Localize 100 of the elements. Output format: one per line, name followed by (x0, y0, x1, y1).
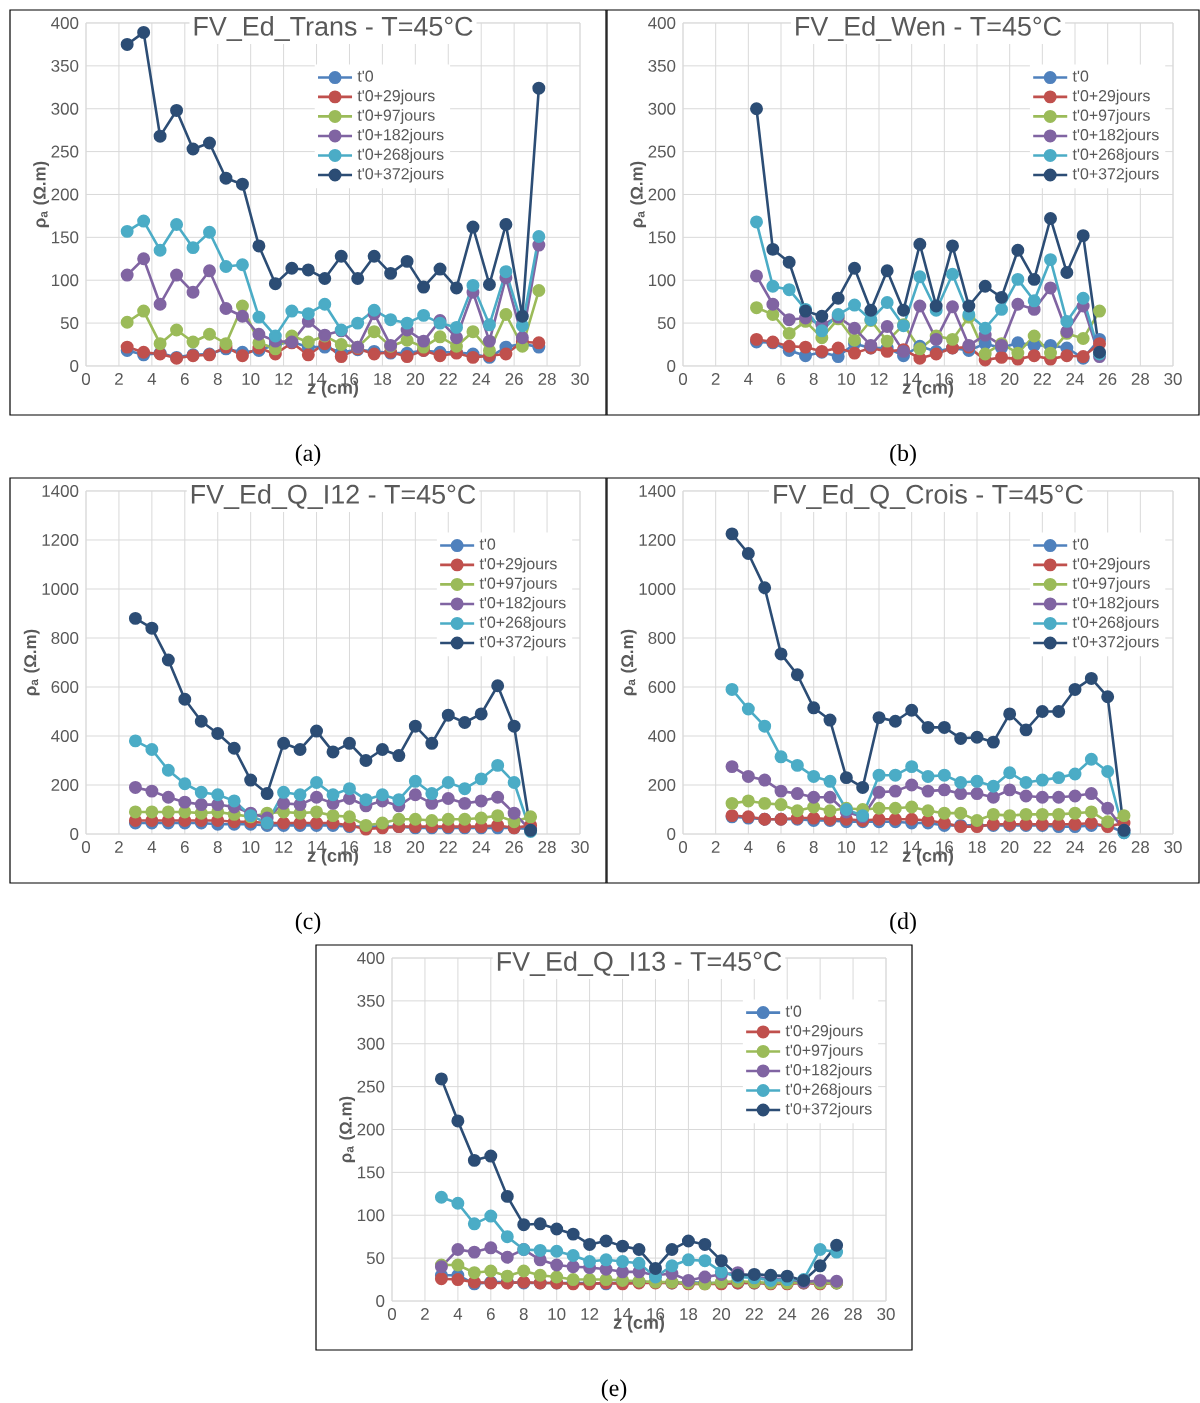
y-tick-label: 100 (357, 1209, 385, 1222)
y-tick-label: 1000 (639, 583, 676, 595)
legend-label: t'0 (479, 538, 496, 550)
x-tick-label: 26 (505, 841, 523, 854)
x-tick-label: 22 (745, 1308, 763, 1320)
y-tick-label: 0 (70, 359, 79, 372)
y-tick-label: 250 (648, 145, 676, 158)
y-tick-label: 50 (657, 317, 676, 330)
x-tick-label: 22 (439, 373, 457, 385)
y-tick-label: 300 (51, 102, 79, 115)
x-tick-label: 26 (811, 1308, 829, 1321)
y-tick-label: 400 (648, 17, 676, 29)
x-tick-label: 4 (453, 1308, 463, 1320)
x-tick-label: 28 (1131, 841, 1150, 854)
x-tick-label: 4 (744, 373, 753, 385)
x-tick-label: 20 (406, 841, 425, 854)
legend-label: t'0 (357, 70, 374, 82)
y-tick-label: 400 (51, 730, 79, 742)
x-tick-label: 28 (844, 1308, 862, 1321)
x-tick-label: 6 (180, 841, 189, 854)
y-axis-title: ρ$_{a}$ (Ω.m) (630, 161, 647, 228)
x-tick-label: 12 (275, 373, 293, 385)
y-tick-label: 150 (357, 1166, 385, 1179)
x-tick-label: 12 (275, 841, 293, 853)
text: (e) (601, 1379, 627, 1402)
legend-label: t'0+372jours (479, 635, 566, 651)
x-tick-label: 20 (1001, 373, 1019, 385)
x-tick-label: 30 (1164, 841, 1182, 854)
legend-label: t'0+182jours (785, 1063, 872, 1079)
legend-label: t'0+97jours (1072, 109, 1150, 124)
x-tick-label: 28 (538, 841, 556, 854)
x-tick-label: 2 (115, 373, 123, 385)
y-tick-label: 1200 (639, 534, 676, 546)
legend-label: t'0+182jours (479, 596, 566, 612)
legend-label: t'0 (785, 1005, 802, 1017)
legend-label: t'0+29jours (1072, 89, 1150, 105)
x-tick-label: 8 (809, 841, 818, 854)
y-tick-label: 600 (648, 681, 676, 693)
legend-label: t'0+29jours (479, 557, 557, 573)
x-tick-label: 24 (472, 373, 491, 385)
x-tick-label: 30 (877, 1308, 895, 1321)
y-tick-label: 100 (648, 274, 676, 287)
y-tick-label: 150 (648, 231, 676, 244)
legend-label: t'0+29jours (785, 1024, 863, 1040)
y-tick-label: 300 (357, 1037, 385, 1050)
legend-label: t'0 (1072, 70, 1089, 82)
legend-label: t'0 (1072, 538, 1089, 550)
y-tick-label: 0 (667, 359, 676, 372)
x-tick-label: 24 (778, 1308, 797, 1320)
x-tick-label: 30 (571, 841, 589, 854)
chart-title: FV_Ed_Q_I12 - T=45°C (191, 484, 476, 509)
y-tick-label: 200 (357, 1123, 385, 1136)
legend-label: t'0+182jours (1072, 596, 1159, 612)
x-tick-label: 8 (519, 1308, 528, 1321)
y-axis-title: ρ$_{a}$ (Ω.m) (339, 1096, 356, 1163)
text: (b) (890, 444, 916, 466)
y-tick-label: 50 (366, 1252, 385, 1265)
x-tick-label: 6 (180, 373, 189, 385)
x-tick-label: 2 (711, 373, 720, 385)
x-tick-label: 20 (406, 373, 425, 385)
x-tick-label: 22 (439, 841, 457, 853)
legend-label: t'0+182jours (1072, 128, 1159, 144)
x-tick-label: 4 (147, 373, 157, 385)
x-tick-label: 10 (838, 841, 856, 854)
x-tick-label: 0 (678, 841, 688, 854)
y-tick-label: 150 (51, 231, 79, 244)
legend-label: t'0+97jours (785, 1044, 863, 1060)
y-axis-title: ρ$_{a}$ (Ω.m) (620, 629, 637, 696)
x-tick-label: 22 (1033, 373, 1051, 385)
x-tick-label: 20 (712, 1308, 731, 1321)
x-tick-label: 6 (486, 1308, 495, 1321)
y-tick-label: 200 (51, 779, 79, 791)
legend-label: t'0+372jours (1072, 635, 1159, 651)
legend-label: t'0+372jours (357, 167, 444, 183)
y-tick-label: 200 (648, 188, 676, 201)
chart-title: FV_Ed_Wen - T=45°C (796, 16, 1062, 41)
legend-label: t'0+29jours (1072, 557, 1150, 573)
x-tick-label: 4 (744, 841, 753, 853)
y-tick-label: 250 (51, 145, 79, 158)
x-tick-label: 0 (678, 373, 688, 385)
legend-label: t'0+29jours (357, 89, 435, 105)
legend-label: t'0+97jours (357, 109, 435, 124)
chart-title: FV_Ed_Q_I13 - T=45°C (497, 951, 782, 976)
x-tick-label: 26 (1099, 841, 1117, 854)
x-tick-label: 10 (242, 373, 260, 385)
x-tick-label: 20 (1001, 841, 1019, 854)
y-tick-label: 400 (357, 952, 385, 964)
x-tick-label: 0 (387, 1308, 397, 1321)
y-tick-label: 0 (376, 1295, 385, 1307)
legend-label: t'0+268jours (479, 616, 566, 632)
legend-label: t'0+182jours (357, 128, 444, 144)
x-tick-label: 28 (538, 373, 556, 385)
x-tick-label: 0 (81, 373, 91, 385)
y-tick-label: 800 (648, 632, 676, 644)
legend-label: t'0+372jours (1072, 167, 1159, 183)
x-tick-label: 24 (1066, 841, 1084, 853)
y-tick-label: 350 (51, 59, 79, 72)
chart-title: FV_Ed_Q_Crois - T=45°C (774, 484, 1083, 509)
x-tick-label: 10 (548, 1308, 566, 1321)
y-tick-label: 1000 (42, 583, 79, 595)
